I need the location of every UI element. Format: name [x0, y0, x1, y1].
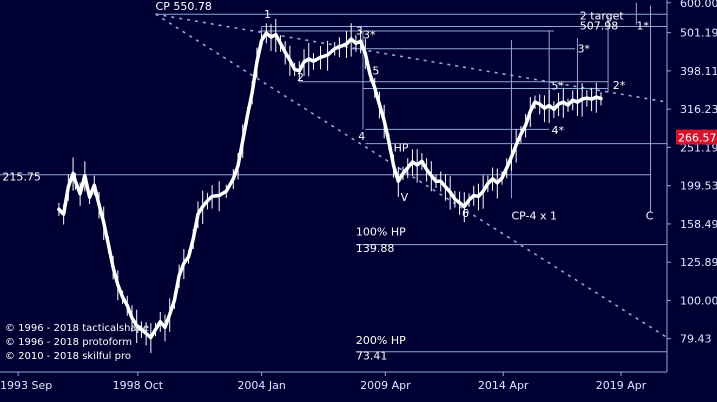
annotation-label: 215.75 [2, 170, 41, 183]
annotation-label: 5* [552, 79, 565, 92]
y-tick-label: 251.19 [680, 141, 717, 154]
x-tick-label: 1998 Oct [113, 379, 164, 392]
annotation-label: 4 [358, 130, 365, 143]
y-tick-label: 398.11 [680, 65, 717, 78]
annotation-label: 5 [372, 64, 379, 77]
y-tick-label: 600.00 [680, 0, 717, 10]
annotation-label: 1* [636, 20, 649, 33]
y-tick-label: 100.00 [680, 294, 717, 307]
current-price-marker [676, 129, 717, 145]
x-tick-label: 2009 Apr [360, 379, 411, 392]
annotation-label: 2 target [580, 9, 625, 22]
x-axis-ticks: 1993 Sep 1998 Oct 2004 Jan 2009 Apr 2014 Apr… [0, 372, 647, 392]
annotation-label: C [646, 209, 654, 222]
x-tick-label: 2014 Apr [478, 379, 529, 392]
annotation-label: 4* [552, 124, 565, 137]
annotation-label: 139.88 [356, 242, 395, 255]
annotation-label: 507.98 [580, 20, 619, 33]
annotation-label: 1 [264, 8, 271, 21]
x-tick-label: 1993 Sep [0, 379, 52, 392]
copyright-line: © 1996 - 2018 protoform [5, 337, 132, 348]
annotation-label: HP [394, 142, 409, 155]
copyright-line: © 2010 - 2018 skilful pro [5, 351, 131, 362]
annotation-label: 2 [297, 71, 304, 84]
y-axis-ticks: 600.00 501.19 398.11 316.23 251.19 199.53 158.… [667, 0, 717, 346]
annotation-label: 6 [462, 207, 469, 220]
x-tick-label: 2004 Jan [237, 379, 285, 392]
annotation-label: 3* [577, 42, 590, 55]
price-line [57, 31, 603, 340]
y-tick-label: 158.49 [680, 218, 717, 231]
annotation-label: 73.41 [356, 350, 388, 363]
annotation-label: 3 [356, 24, 363, 37]
y-tick-label: 125.89 [680, 256, 717, 269]
current-price-value: 266.57 [678, 132, 717, 145]
annotation-label: 2* [613, 79, 626, 92]
y-tick-label: 501.19 [680, 27, 717, 40]
current-price-badge: 266.57 [676, 129, 717, 145]
annotation-label: CP 550.78 [156, 0, 212, 13]
price-series [57, 18, 603, 354]
annotation-label: 200% HP [356, 334, 406, 347]
guide-lines [0, 2, 667, 353]
copyright-block: © 1996 - 2018 tacticalshape © 1996 - 201… [5, 323, 149, 362]
y-tick-label: 316.23 [680, 103, 717, 116]
y-tick-label: 199.53 [680, 180, 717, 193]
copyright-line: © 1996 - 2018 tacticalshape [5, 323, 149, 334]
annotation-label: 3* [363, 28, 376, 41]
dotted-trend-line [155, 13, 668, 339]
annotation-label: V [401, 191, 409, 204]
y-tick-label: 79.43 [680, 333, 712, 346]
annotation-label: 100% HP [356, 225, 406, 238]
x-tick-label: 2019 Apr [596, 379, 647, 392]
annotation-label: CP-4 x 1 [511, 209, 557, 222]
